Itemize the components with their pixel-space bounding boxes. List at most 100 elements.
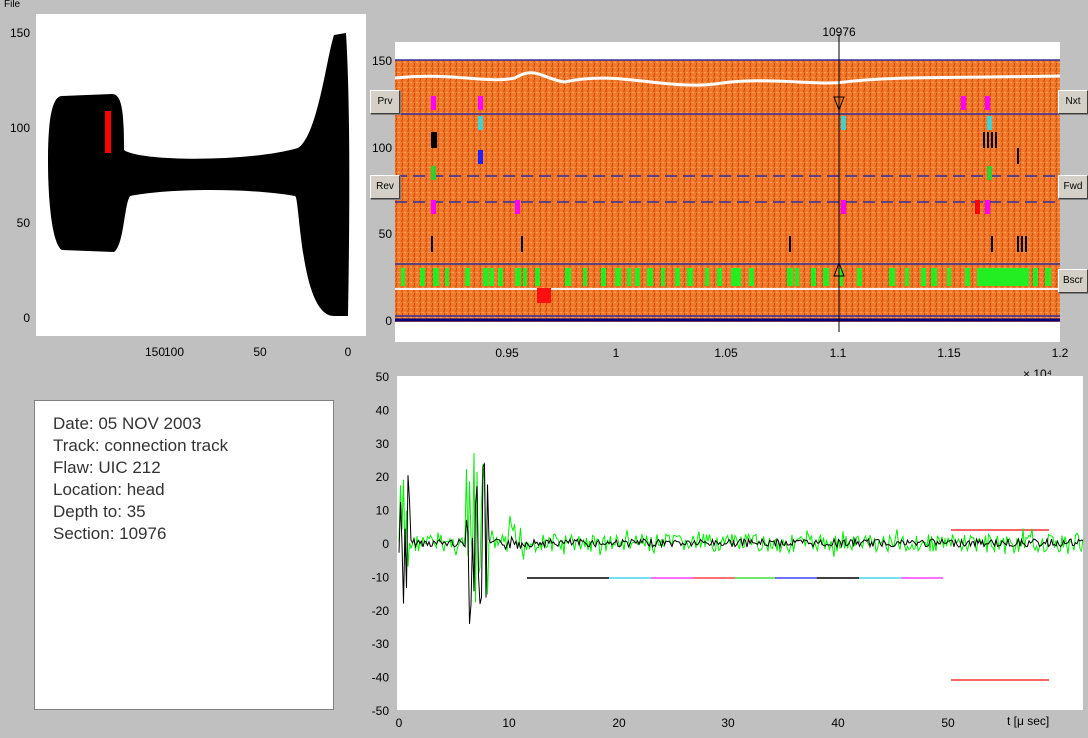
bscan-green-indication (931, 268, 937, 286)
ascan-y-tick-label: -40 (372, 671, 390, 685)
bscan-x-tick-label: 1.15 (937, 346, 961, 360)
bscan-black-indication (1021, 236, 1023, 252)
bscan-green-indication (1045, 268, 1051, 286)
profile-y-tick-label: 150 (10, 26, 30, 40)
section-cursor-arrow-bottom (833, 261, 845, 277)
ascan-x-tick-label: 30 (721, 716, 735, 730)
bscan-x-tick-label: 0.95 (495, 346, 519, 360)
bscan-green-indication (1033, 268, 1038, 286)
bscan-green-indication (535, 268, 540, 286)
bscan-green-indication (947, 268, 951, 286)
bscan-green-indication (420, 268, 425, 286)
profile-y-axis: 0 50 100 150 (10, 26, 30, 325)
bscan-black-indication (983, 132, 985, 148)
flaw-indication (537, 288, 551, 303)
bscan-green-indication (627, 268, 631, 286)
bscan-x-tick-label: 1.1 (830, 346, 847, 360)
ascan-y-tick-label: 10 (376, 504, 390, 518)
bscan-black-indication (1017, 236, 1019, 252)
ascan-y-tick-label: 40 (376, 403, 390, 417)
profile-y-tick-label: 50 (17, 216, 31, 230)
ascan-y-tick-label: 50 (376, 370, 390, 384)
probe-position-marker (105, 111, 111, 153)
bscan-magenta-indication (961, 96, 966, 110)
bscan-indications (401, 96, 1051, 286)
bscan-green-indication (905, 268, 909, 286)
bscan-green-indication (749, 268, 754, 286)
bscan-green-indication (583, 268, 587, 286)
bscan-black-indication (431, 236, 433, 252)
bscan-button[interactable]: Bscr (1058, 269, 1088, 293)
ascan-y-tick-label: -20 (372, 604, 390, 618)
bscan-black-indication (431, 132, 433, 148)
ascan-signal-green (398, 452, 1084, 603)
bscan-black-indication (1025, 236, 1027, 252)
bscan-colored-indication (478, 150, 483, 164)
bscan-green-indication (737, 268, 741, 286)
bscan-black-indication (995, 132, 997, 148)
next-button[interactable]: Nxt (1058, 90, 1088, 114)
bscan-black-indication (987, 132, 989, 148)
ascan-x-tick-label: 40 (831, 716, 845, 730)
ascan-x-tick-label: 50 (941, 716, 955, 730)
flaw-info-panel: Date: 05 NOV 2003 Track: connection trac… (34, 400, 334, 710)
bscan-green-indication (705, 268, 709, 286)
bscan-gate-lines (395, 59, 1060, 317)
ascan-x-tick-label: 10 (502, 716, 516, 730)
bscan-green-indication (523, 268, 527, 286)
section-cursor-arrow-top (833, 96, 845, 112)
ascan-x-axis: 0 10 20 30 40 50 (396, 716, 955, 730)
rail-cross-section (48, 33, 350, 316)
bscan-image (395, 60, 1060, 322)
bscan-green-indication (787, 268, 793, 286)
bscan-green-indication (823, 268, 829, 286)
bscan-colored-indication (987, 166, 992, 180)
profile-y-tick-label: 0 (23, 311, 30, 325)
bscan-green-indication (490, 268, 494, 286)
bscan-colored-indication (431, 166, 436, 180)
bscan-black-indication (433, 132, 435, 148)
previous-button[interactable]: Prv (370, 90, 400, 114)
bscan-green-indication (687, 268, 693, 286)
bscan-magenta-indication (515, 200, 520, 214)
bscan-magenta-indication (841, 200, 846, 214)
ascan-x-axis-label: t [μ sec] (1007, 714, 1049, 728)
info-depth: Depth to: 35 (53, 502, 146, 521)
ascan-y-tick-label: -50 (372, 704, 390, 718)
info-date: Date: 05 NOV 2003 (53, 414, 202, 433)
bscan-green-indication (921, 268, 926, 286)
bscan-y-tick-label: 0 (385, 314, 392, 328)
bscan-green-indication (515, 268, 521, 286)
bscan-colored-indication (478, 116, 483, 130)
bscan-x-tick-label: 1.2 (1052, 346, 1069, 360)
bscan-green-indication (795, 268, 799, 286)
info-location: Location: head (53, 480, 165, 499)
bscan-y-tick-label: 100 (372, 141, 392, 155)
bscan-black-indication (1017, 148, 1019, 164)
bscan-green-indication (433, 268, 439, 286)
bscan-colored-indication (987, 116, 992, 130)
bscan-magenta-indication (985, 200, 990, 214)
bscan-green-indication (965, 268, 970, 286)
ascan-y-tick-label: -30 (372, 637, 390, 651)
bscan-green-indication (717, 268, 722, 286)
bscan-green-indication (615, 268, 621, 286)
forward-button[interactable]: Fwd (1058, 175, 1088, 199)
bscan-green-indication (483, 268, 489, 286)
bscan-black-indication (991, 132, 993, 148)
bscan-green-indication (983, 268, 1029, 286)
ascan-y-axis: 50 40 30 20 10 0 -10 -20 -30 -40 -50 (372, 370, 390, 718)
ascan-signal-black (398, 462, 1084, 624)
bscan-green-indication (889, 268, 895, 286)
bscan-magenta-indication (975, 200, 980, 214)
bscan-green-indication (857, 268, 862, 286)
ascan-y-tick-label: 20 (376, 470, 390, 484)
bscan-magenta-indication (431, 200, 436, 214)
reverse-button[interactable]: Rev (370, 175, 400, 199)
profile-x-tick-label: 100 (164, 345, 184, 359)
profile-x-tick-label: 150 (145, 345, 165, 359)
bscan-green-indication (811, 268, 816, 286)
bscan-green-indication (635, 268, 640, 286)
file-menu[interactable]: File (4, 0, 21, 10)
